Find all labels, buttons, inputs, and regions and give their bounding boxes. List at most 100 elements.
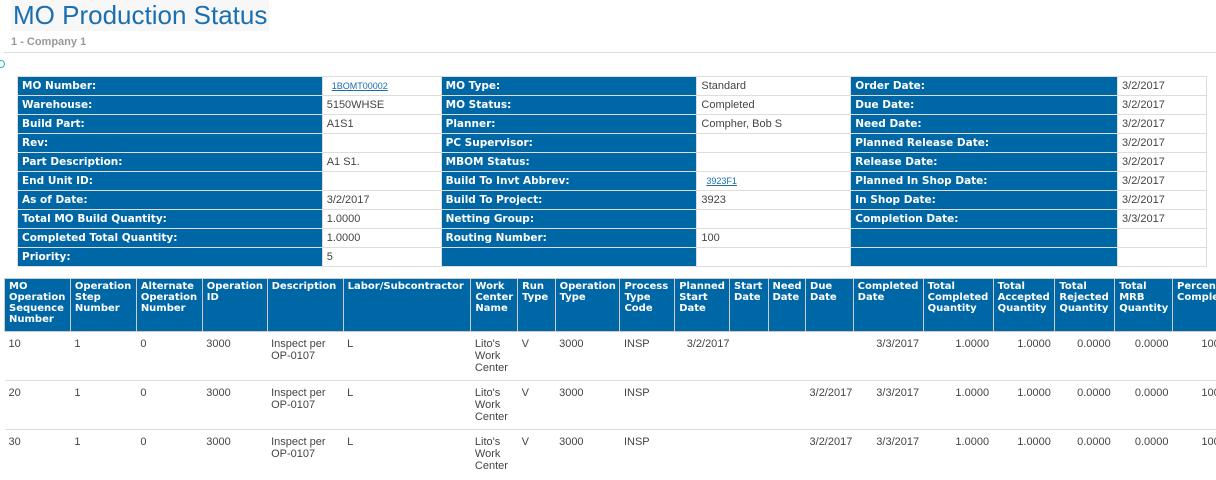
table-cell: 1: [70, 429, 137, 478]
column-header[interactable]: Planned Start Date: [674, 278, 730, 332]
info-label: [440, 247, 698, 267]
info-value: [696, 133, 852, 153]
mo-info-table: MO Number: 1BOMT00002 MO Type: Standard Orde…: [17, 76, 1207, 267]
info-label: Netting Group:: [440, 209, 698, 229]
table-cell: V: [517, 380, 556, 430]
table-row: 20 1 0 3000 Inspect per OP-0107 L Lito's Work …: [4, 380, 1216, 430]
info-label: Planned Release Date:: [850, 133, 1119, 153]
info-value: 1.0000: [321, 209, 442, 229]
info-value: 100: [696, 228, 852, 248]
column-header[interactable]: Description: [266, 278, 344, 332]
info-row: Total MO Build Quantity: 1.0000 Netting Gr…: [17, 209, 1207, 229]
column-header[interactable]: Completed Date: [852, 278, 924, 332]
info-link[interactable]: 3923F1: [706, 176, 737, 186]
column-header[interactable]: Total Accepted Quantity: [992, 278, 1056, 332]
info-row: Warehouse: 5150WHSE MO Status: Completed Due…: [17, 95, 1207, 115]
column-header[interactable]: Labor/Subcontractor: [342, 278, 472, 332]
info-value: 3/2/2017: [321, 190, 442, 210]
info-value: A1 S1.: [321, 152, 442, 172]
table-cell: [729, 331, 768, 381]
info-label: Build To Invt Abbrev:: [440, 171, 698, 191]
table-cell: 10: [4, 331, 71, 381]
table-cell: 0: [136, 429, 203, 478]
column-header[interactable]: Need Date: [767, 278, 807, 332]
info-label: Need Date:: [850, 114, 1119, 134]
column-header[interactable]: Due Date: [805, 278, 854, 332]
column-header[interactable]: Alternate Operation Number: [135, 278, 203, 332]
table-cell: 3000: [555, 380, 620, 430]
info-value: 3/2/2017: [1117, 190, 1207, 210]
table-cell: Inspect per OP-0107: [267, 429, 344, 478]
info-value: [696, 152, 852, 172]
info-label: Release Date:: [850, 152, 1119, 172]
table-cell: [805, 331, 854, 381]
table-cell: 3/2/2017: [674, 331, 730, 381]
info-value: 3/2/2017: [1117, 95, 1207, 115]
column-header[interactable]: Total MRB Quantity: [1114, 278, 1174, 332]
info-value: [321, 171, 442, 191]
table-cell: 0: [136, 331, 203, 381]
info-value: 1BOMT00002: [321, 76, 442, 96]
column-header[interactable]: Percent Complete: [1172, 278, 1216, 332]
table-cell: [729, 380, 768, 430]
table-cell: 3/3/2017: [853, 380, 924, 430]
table-cell: 20: [4, 380, 71, 430]
table-cell: 1: [70, 331, 137, 381]
table-cell: 3000: [555, 429, 620, 478]
info-value: A1S1: [321, 114, 442, 134]
info-label: Routing Number:: [440, 228, 698, 248]
table-cell: 1.0000: [923, 429, 994, 478]
info-value: 3/2/2017: [1117, 171, 1207, 191]
info-label: [850, 247, 1119, 267]
expand-icon[interactable]: [0, 60, 5, 68]
column-header[interactable]: Operation Type: [554, 278, 621, 332]
table-cell: L: [343, 380, 471, 430]
info-link[interactable]: 1BOMT00002: [331, 81, 388, 91]
info-value: 1.0000: [321, 228, 442, 248]
table-cell: 100%: [1172, 380, 1216, 430]
column-header[interactable]: Start Date: [728, 278, 769, 332]
table-cell: 0.0000: [1054, 429, 1115, 478]
info-label: Completed Total Quantity:: [17, 228, 323, 248]
table-row: 30 1 0 3000 Inspect per OP-0107 L Lito's Work …: [4, 429, 1216, 478]
table-cell: 1.0000: [993, 331, 1055, 381]
column-header[interactable]: Total Rejected Quantity: [1054, 278, 1116, 332]
column-header[interactable]: Process Type Code: [619, 278, 676, 332]
table-row: 10 1 0 3000 Inspect per OP-0107 L Lito's Work …: [4, 331, 1216, 381]
table-cell: 1.0000: [923, 331, 994, 381]
info-label: Due Date:: [850, 95, 1119, 115]
info-label: Total MO Build Quantity:: [17, 209, 323, 229]
info-value: 3923: [696, 190, 852, 210]
info-value: [696, 247, 852, 267]
info-value: 5: [321, 247, 442, 267]
column-header[interactable]: Total Completed Quantity: [922, 278, 994, 332]
info-label: In Shop Date:: [850, 190, 1119, 210]
column-header[interactable]: Run Type: [517, 278, 556, 332]
info-label: Planner:: [440, 114, 698, 134]
table-cell: 1.0000: [993, 380, 1055, 430]
info-label: Completion Date:: [850, 209, 1119, 229]
operations-table: MO Operation Sequence Number Operation St…: [4, 278, 1216, 478]
divider: [4, 52, 1216, 53]
table-cell: Lito's Work Center: [470, 331, 518, 381]
info-label: Part Description:: [17, 152, 323, 172]
table-cell: 30: [4, 429, 71, 478]
table-cell: 0.0000: [1054, 380, 1115, 430]
table-cell: INSP: [619, 380, 675, 430]
table-cell: 1.0000: [993, 429, 1055, 478]
operations-container: MO Operation Sequence Number Operation St…: [4, 278, 1216, 478]
column-header[interactable]: Operation Step Number: [69, 278, 137, 332]
table-cell: 3000: [202, 429, 268, 478]
table-cell: 0: [136, 380, 203, 430]
company-label: 1 - Company 1: [11, 36, 87, 48]
column-header[interactable]: Work Center Name: [470, 278, 519, 332]
info-value: [1117, 228, 1207, 248]
table-cell: L: [343, 331, 471, 381]
info-label: End Unit ID:: [17, 171, 323, 191]
column-header[interactable]: MO Operation Sequence Number: [4, 278, 71, 332]
info-label: MO Status:: [440, 95, 698, 115]
column-header[interactable]: Operation ID: [201, 278, 268, 332]
info-label: MBOM Status:: [440, 152, 698, 172]
table-cell: [768, 380, 806, 430]
table-cell: INSP: [619, 331, 675, 381]
